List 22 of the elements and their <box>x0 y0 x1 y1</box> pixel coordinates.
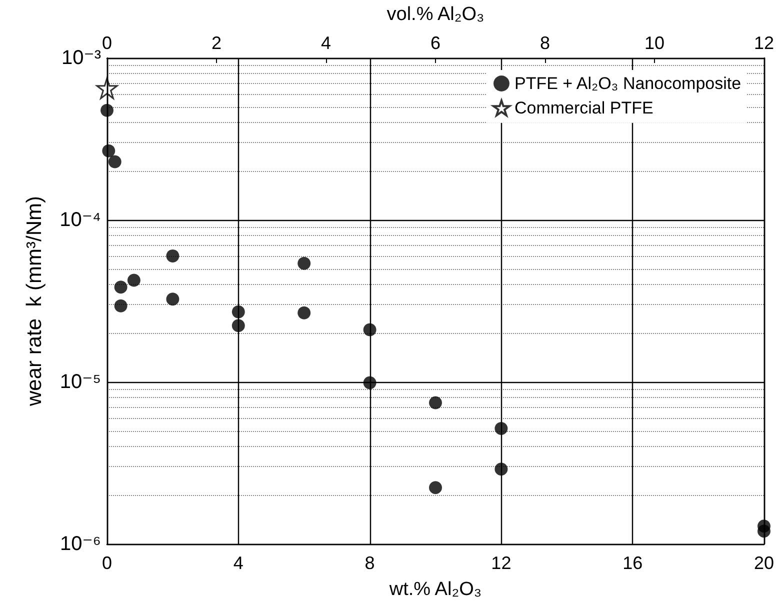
legend-label: Commercial PTFE <box>514 98 654 118</box>
x2-tick-label: 6 <box>430 33 440 53</box>
x-tick-label: 12 <box>491 553 512 573</box>
x-tick-label: 20 <box>754 553 774 573</box>
y-tick-label: 10⁻⁶ <box>60 533 101 555</box>
legend-label: PTFE + Al₂O₃ Nanocomposite <box>514 74 742 93</box>
x2-tick-label: 2 <box>211 33 222 53</box>
x-tick-label: 8 <box>364 553 375 573</box>
x2-tick-label: 10 <box>644 33 665 53</box>
x-tick-label: 4 <box>233 553 244 573</box>
x-tick-label: 16 <box>622 553 643 573</box>
x2-tick-label: 12 <box>754 33 774 53</box>
x2-tick-label: 4 <box>320 33 332 53</box>
y-tick-label: 10⁻⁴ <box>60 209 101 231</box>
y-axis-title: wear rate k (mm³/Nm) <box>23 196 46 407</box>
x2-tick-label: 8 <box>540 33 550 53</box>
x2-tick-label: 0 <box>102 33 112 53</box>
y-tick-label: 10⁻³ <box>62 47 102 69</box>
x2-axis-title: vol.% Al₂O₃ <box>386 4 484 25</box>
x-tick-label: 0 <box>102 553 112 573</box>
y-tick-label: 10⁻⁵ <box>60 371 101 393</box>
x-axis-title: wt.% Al₂O₃ <box>388 579 482 600</box>
